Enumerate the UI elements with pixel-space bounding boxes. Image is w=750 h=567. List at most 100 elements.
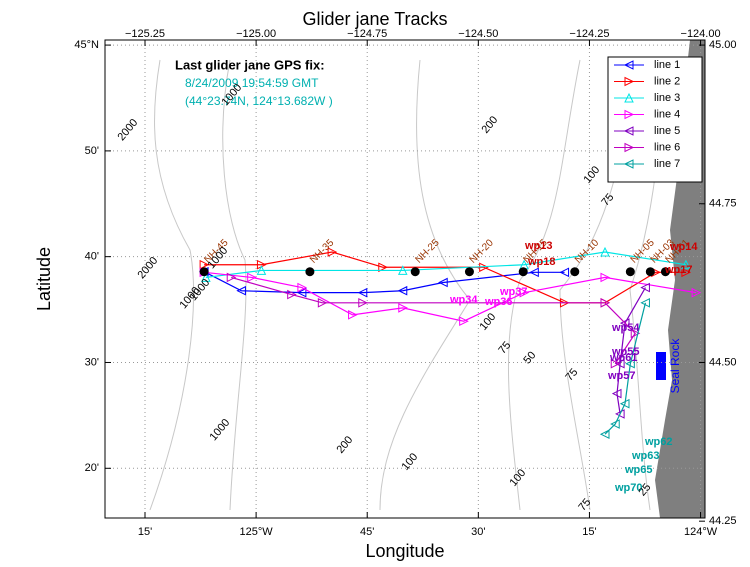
station (410, 267, 420, 277)
x-tick-label: 124°W (684, 526, 718, 538)
legend-label: line 6 (654, 141, 680, 153)
track-line (203, 271, 565, 294)
x-top-tick-label: −125.25 (125, 28, 165, 40)
grid (105, 40, 705, 518)
contour-label: 1000 (187, 277, 212, 303)
track-point (625, 358, 635, 369)
contour-label: 100 (477, 311, 498, 333)
waypoint-label: wp37 (499, 286, 528, 298)
track-point (610, 419, 620, 429)
track-point (619, 318, 630, 328)
track-line (204, 271, 697, 322)
track-point (600, 272, 611, 283)
contour-label: 200 (479, 114, 500, 136)
y-axis-label: Latitude (34, 247, 54, 311)
station (305, 267, 315, 277)
track-point (681, 259, 691, 270)
station-label: NH-35 (308, 237, 337, 266)
x-tick-label: 15' (582, 526, 596, 538)
contour (149, 59, 195, 511)
track-point (600, 297, 611, 308)
legend-marker (624, 92, 634, 103)
legend-label: line 1 (654, 59, 680, 71)
waypoint-label: wp17 (664, 264, 693, 276)
station (518, 267, 528, 277)
waypoint-label: wp34 (449, 294, 478, 306)
station-label: NH-10 (573, 237, 602, 266)
bathymetry-contours (149, 59, 666, 511)
track-point (226, 272, 237, 283)
track-line (204, 251, 686, 304)
legend-marker (624, 76, 635, 87)
gps-position: (44°23.74N, 124°13.682W ) (185, 94, 333, 108)
track-point (287, 289, 297, 300)
track-point (614, 409, 625, 419)
track-point (199, 259, 210, 270)
x-tick-label: 30' (471, 526, 485, 538)
plot: NH-45 NH-35 NH-25 NH-20 NH-15 NH-10 NH-05NH-03… (198, 237, 702, 494)
legend-marker (623, 60, 634, 70)
track-point (640, 297, 650, 308)
contour-label: 100 (399, 451, 420, 473)
track-point (640, 282, 650, 293)
legend-label: line 3 (654, 92, 680, 104)
track-point (630, 328, 641, 339)
contour-label: 2000 (115, 117, 140, 143)
waypoint-label: wp14 (669, 241, 698, 253)
contour-label: 1000 (207, 417, 232, 443)
y2-tick-label: 44.50 (709, 356, 737, 368)
contour (379, 59, 471, 511)
station-label: NH-20 (468, 237, 497, 266)
track-point (397, 285, 408, 296)
contour-label: 75 (599, 191, 616, 208)
contour-label: 100 (507, 467, 528, 489)
track-point (348, 310, 358, 320)
axes-frame (104, 39, 706, 519)
waypoint-label: wp57 (607, 370, 636, 382)
y-tick-label: 50' (85, 145, 99, 157)
track-point (357, 287, 368, 298)
contour-label: 100 (581, 164, 602, 186)
track-point (397, 265, 408, 275)
waypoint-label: wp70 (614, 482, 643, 494)
y-tick-label: 45°N (74, 39, 99, 51)
track-point (610, 358, 621, 369)
waypoint-label: wp36 (484, 296, 513, 308)
track-point (438, 277, 448, 288)
x-top-tick-label: −124.50 (458, 28, 498, 40)
waypoint-label: wp61 (609, 352, 638, 364)
contour-label: 200 (334, 434, 355, 456)
legend-marker (623, 126, 634, 136)
legend-box (607, 56, 703, 183)
contour-label: 50 (521, 349, 538, 366)
station (199, 267, 209, 277)
track-point (519, 287, 530, 298)
station (464, 267, 474, 277)
y2-tick-label: 44.25 (709, 515, 737, 527)
waypoint-label: wp55 (611, 346, 640, 358)
track-point (378, 262, 388, 273)
x-top-tick-label: −125.00 (236, 28, 276, 40)
station (660, 267, 670, 277)
seal-rock-marker (656, 352, 666, 380)
x-tick-label: 125°W (240, 526, 274, 538)
legend-marker (624, 142, 635, 153)
track-point (529, 267, 539, 278)
waypoint-label: wp13 (524, 240, 553, 252)
y2-tick-label: 45.00 (709, 39, 737, 51)
chart-title: Glider jane Tracks (302, 9, 447, 29)
track-point (236, 285, 246, 296)
track-point (681, 267, 692, 278)
track-line (231, 276, 636, 365)
x-top-tick-label: −124.00 (681, 28, 721, 40)
contour (507, 59, 581, 511)
track-point (614, 358, 625, 369)
legend-label: line 4 (654, 108, 680, 120)
track-point (297, 282, 308, 293)
x-tick-label: 45' (360, 526, 374, 538)
track-point (611, 388, 622, 399)
gps-time: 8/24/2009 19:54:59 GMT (185, 76, 319, 90)
y-tick-label: 20' (85, 462, 99, 474)
x-top-tick-label: −124.25 (569, 28, 609, 40)
